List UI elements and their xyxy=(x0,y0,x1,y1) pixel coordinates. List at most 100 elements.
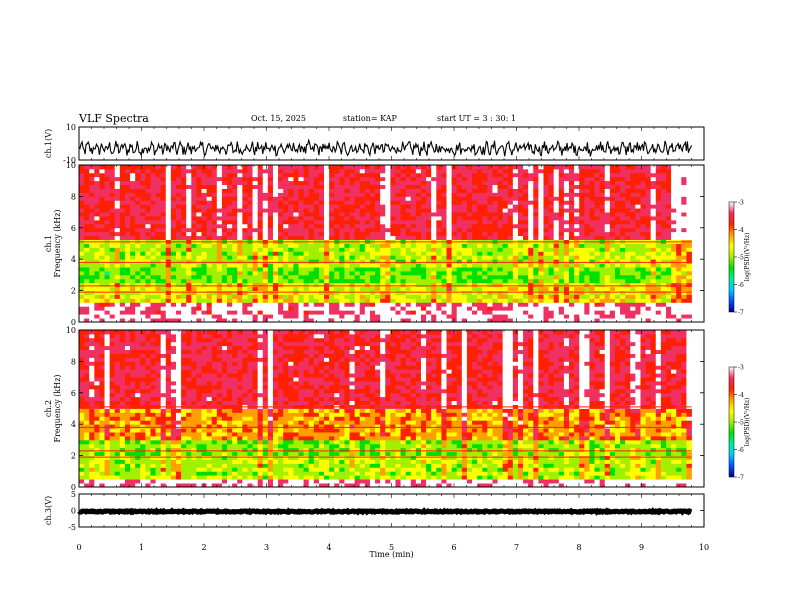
ch1-spectrogram-cell xyxy=(109,180,116,186)
ch1-spectrogram-cell xyxy=(487,310,493,315)
ch1-spectrogram-cell xyxy=(589,318,595,323)
ch1-spectrogram-cell xyxy=(135,282,141,288)
ch1-spectrogram-cell xyxy=(349,310,356,315)
ch1-spectrogram-cell xyxy=(186,200,192,205)
ch1-spectrogram-cell xyxy=(548,247,555,252)
ch1-spectrogram-cell xyxy=(186,247,192,252)
ch1-spectrogram-cell xyxy=(472,267,478,272)
ch1-spectrogram-cell xyxy=(523,282,529,288)
ch1-spectrogram-cell xyxy=(497,251,504,256)
ch1-spectrogram-cell xyxy=(614,219,621,225)
ch1-spectrogram-cell xyxy=(451,282,458,288)
ch1-spectrogram-cell xyxy=(548,270,555,276)
ch1-spectrogram-cell xyxy=(288,172,294,178)
ch1-spectrogram-cell xyxy=(482,227,488,233)
ch1-spectrogram-cell xyxy=(400,216,407,221)
ch1-spectrogram-cell xyxy=(584,290,590,295)
ch1-spectrogram-cell xyxy=(620,219,626,225)
ch1-spectrogram-cell xyxy=(477,294,483,299)
ch1-spectrogram-cell xyxy=(604,259,611,264)
ch1-spectrogram-cell xyxy=(216,243,223,248)
ch1-spectrogram-cell xyxy=(339,267,345,272)
ch1-spectrogram-cell xyxy=(584,212,590,217)
ch1-spectrogram-cell xyxy=(227,176,233,182)
ch1-spectrogram-cell xyxy=(109,306,116,311)
ch1-spectrogram-cell xyxy=(196,216,202,221)
ch1-spectrogram-cell xyxy=(237,208,243,213)
ch1-spectrogram-cell xyxy=(456,255,463,260)
ch1-spectrogram-cell xyxy=(221,219,228,225)
ch1-spectrogram-cell xyxy=(655,212,662,217)
ch1-spectrogram-cell xyxy=(415,290,422,295)
ch1-spectrogram-cell xyxy=(441,286,447,292)
ch1-spectrogram-cell xyxy=(201,219,207,225)
ch1-spectrogram-cell xyxy=(242,290,248,295)
ch1-spectrogram-cell xyxy=(283,176,289,182)
ch1-spectrogram-cell xyxy=(558,290,565,295)
ch1-spectrogram-cell xyxy=(211,200,218,205)
ch1-spectrogram-cell xyxy=(477,196,483,201)
ch1-spectrogram-cell xyxy=(181,165,187,170)
ch1-spectrogram-cell xyxy=(339,259,345,264)
ch1-spectrogram-cell xyxy=(589,294,595,299)
ch1-spectrogram-cell xyxy=(201,274,207,280)
ch1-spectrogram-cell xyxy=(186,270,192,276)
ch1-spectrogram-cell xyxy=(79,188,85,193)
ch1-spectrogram-cell xyxy=(313,231,320,237)
ch1-spectrogram-cell xyxy=(89,176,95,182)
ch1-spectrogram-cell xyxy=(119,243,126,248)
ch1-spectrogram-cell xyxy=(609,259,616,264)
ch1-spectrogram-cell xyxy=(650,263,657,268)
ch1-spectrogram-cell xyxy=(609,231,616,237)
ch1-spectrogram-cell xyxy=(349,263,356,268)
ch1-spectrogram-cell xyxy=(645,196,652,201)
ch1-spectrogram-cell xyxy=(517,223,524,229)
ch1-spectrogram-cell xyxy=(681,192,687,197)
ch1-spectrogram-cell xyxy=(196,294,202,299)
ch1-spectrogram-cell xyxy=(130,165,136,170)
ch1-spectrogram-cell xyxy=(119,223,126,229)
ch1-spectrogram-cell xyxy=(584,235,590,240)
ch1-spectrogram-cell xyxy=(671,208,677,213)
ch1-spectrogram-cell xyxy=(660,172,667,178)
ch1-spectrogram-cell xyxy=(635,243,641,248)
ch1-spectrogram-cell xyxy=(288,278,294,284)
ch1-spectrogram-cell xyxy=(405,216,412,221)
ch1-spectrogram-cell xyxy=(574,247,580,252)
ch1-spectrogram-cell xyxy=(165,274,172,280)
ch1-spectrogram-cell xyxy=(415,180,422,186)
ch1-spectrogram-cell xyxy=(461,200,468,205)
ch1-spectrogram-cell xyxy=(563,184,570,189)
ch1-spectrogram-cell xyxy=(242,298,248,303)
ch1-spectrogram-cell xyxy=(599,227,606,233)
ch1-spectrogram-cell xyxy=(369,172,376,178)
ch1-spectrogram-cell xyxy=(502,259,509,264)
ch1-spectrogram-cell xyxy=(278,290,284,295)
ch1-spectrogram-cell xyxy=(293,314,299,319)
ch1-spectrogram-cell xyxy=(79,212,85,217)
ch1-spectrogram-cell xyxy=(170,294,177,299)
ch1-spectrogram-cell xyxy=(400,204,407,209)
ch1-spectrogram-cell xyxy=(589,223,595,229)
ch1-spectrogram-cell xyxy=(165,172,172,178)
ch1-spectrogram-cell xyxy=(431,294,437,299)
ch1-spectrogram-cell xyxy=(130,282,136,288)
ch1-spectrogram-cell xyxy=(655,219,662,225)
ch1-spectrogram-cell xyxy=(79,286,85,292)
ch1-spectrogram-cell xyxy=(227,223,233,229)
ch1-spectrogram-cell xyxy=(410,192,417,197)
ch1-spectrogram-cell xyxy=(109,259,116,264)
ch1-spectrogram-cell xyxy=(216,172,223,178)
ch1-spectrogram-cell xyxy=(89,255,95,260)
ch1-spectrogram-cell xyxy=(369,263,376,268)
ch1-spectrogram-cell xyxy=(267,274,274,280)
ch1-spectrogram-cell xyxy=(456,204,463,209)
ch1-spectrogram-cell xyxy=(375,278,381,284)
ch1-spectrogram-cell xyxy=(257,188,264,193)
ch1-spectrogram-cell xyxy=(426,212,432,217)
ch1-spectrogram-cell xyxy=(324,204,330,209)
ch1-spectrogram-cell xyxy=(272,188,279,193)
ch1-spectrogram-cell xyxy=(175,314,182,319)
ch1-spectrogram-cell xyxy=(303,184,310,189)
ch1-spectrogram-cell xyxy=(313,165,320,170)
